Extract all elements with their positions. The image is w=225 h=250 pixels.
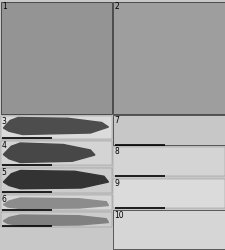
- Text: 6: 6: [2, 196, 7, 204]
- Bar: [113, 178, 224, 208]
- Text: 10: 10: [114, 210, 124, 220]
- Bar: [1, 116, 111, 138]
- Polygon shape: [3, 118, 108, 134]
- Bar: [1, 2, 111, 114]
- Text: 5: 5: [2, 168, 7, 177]
- Polygon shape: [3, 215, 108, 226]
- Text: 9: 9: [114, 179, 119, 188]
- Bar: [1, 168, 111, 192]
- Text: 8: 8: [114, 147, 119, 156]
- Text: 3: 3: [2, 116, 7, 126]
- Bar: [113, 2, 224, 114]
- Polygon shape: [3, 170, 108, 189]
- Text: 7: 7: [114, 116, 119, 125]
- Bar: [1, 195, 111, 210]
- Text: 2: 2: [114, 2, 119, 11]
- Polygon shape: [3, 143, 94, 163]
- Bar: [1, 140, 111, 165]
- Text: 4: 4: [2, 141, 7, 150]
- Bar: [113, 210, 224, 249]
- Bar: [113, 147, 224, 176]
- Text: 1: 1: [2, 2, 7, 11]
- Bar: [1, 212, 111, 226]
- Polygon shape: [3, 198, 108, 208]
- Bar: [113, 116, 224, 145]
